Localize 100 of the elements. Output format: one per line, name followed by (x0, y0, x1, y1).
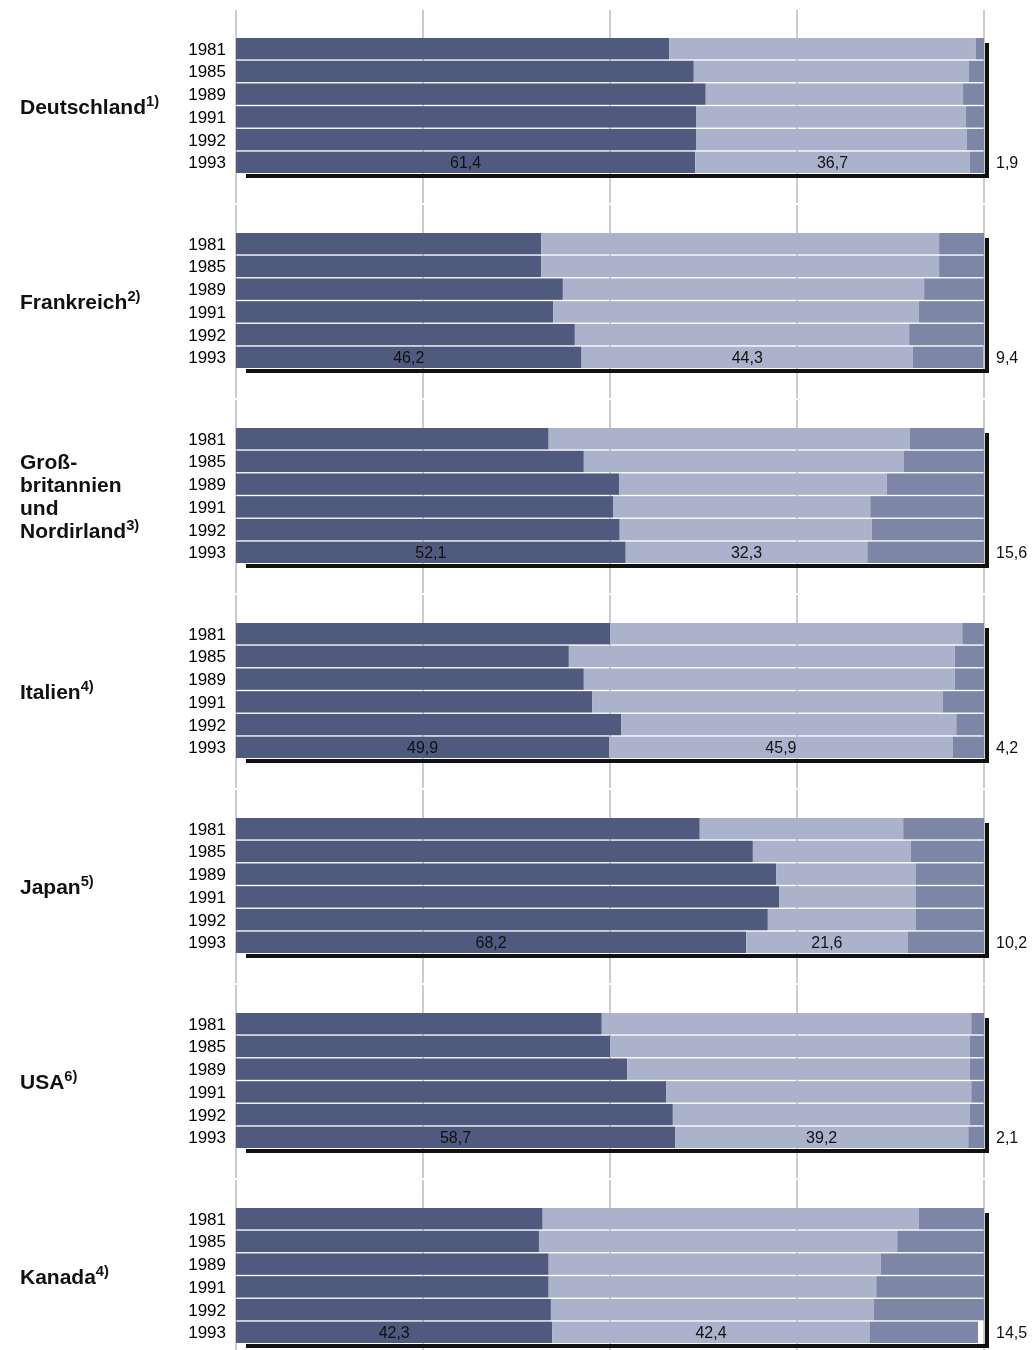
y-tick-label: 1989 (188, 670, 226, 690)
y-tick-label: 1989 (188, 1060, 226, 1080)
data-label: 42,3 (378, 1324, 410, 1342)
data-label: 52,1 (415, 544, 447, 562)
bar (542, 1208, 919, 1230)
y-tick-label: 1993 (188, 153, 226, 173)
y-tick-label: 1991 (188, 887, 226, 907)
bar (610, 623, 963, 645)
y-tick-label: 1991 (188, 692, 226, 712)
y-tick-label: 1992 (188, 520, 226, 540)
data-label: 39,2 (806, 1129, 838, 1147)
data-label: 68,2 (475, 934, 507, 952)
data-label: 32,3 (730, 544, 763, 562)
y-tick-label: 1985 (188, 842, 226, 862)
y-tick-label: 1993 (188, 348, 226, 368)
bar (939, 233, 984, 255)
y-tick-label: 1981 (188, 39, 226, 59)
bar (236, 1013, 602, 1035)
y-tick-label: 1991 (188, 302, 226, 322)
y-tick-label: 1989 (188, 280, 226, 300)
y-tick-label: 1992 (188, 1105, 226, 1125)
bar (869, 1321, 979, 1343)
y-tick-label: 1992 (188, 325, 226, 345)
data-label: 10,2 (996, 934, 1028, 952)
bar (541, 233, 940, 255)
data-label: 14,5 (996, 1324, 1028, 1342)
bar (907, 931, 984, 953)
text: Japan$^{5)}$ (20, 872, 94, 898)
text: Kanada$^{4)}$ (20, 1262, 110, 1288)
y-tick-label: 1992 (188, 130, 226, 150)
bar (746, 931, 908, 953)
bar (236, 428, 549, 450)
bar (236, 623, 610, 645)
y-tick-label: 1991 (188, 1082, 226, 1102)
bar (975, 38, 984, 60)
y-tick-label: 1981 (188, 429, 226, 449)
y-tick-label: 1985 (188, 1037, 226, 1057)
y-tick-label: 1991 (188, 107, 226, 127)
bar (236, 38, 670, 60)
y-tick-label: 1993 (188, 1128, 226, 1148)
bar (968, 1126, 984, 1148)
data-label: 2,1 (996, 1129, 1019, 1147)
y-tick-label: 1985 (188, 257, 226, 277)
data-label: 42,4 (695, 1324, 727, 1342)
bar (236, 818, 700, 840)
y-tick-label: 1991 (188, 497, 226, 517)
y-tick-label: 1993 (188, 738, 226, 758)
data-label: 49,9 (407, 739, 439, 757)
y-tick-label: 1985 (188, 1232, 226, 1252)
bar (625, 541, 868, 563)
bar (236, 233, 542, 255)
data-label: 44,3 (731, 349, 763, 367)
bar (236, 1208, 543, 1230)
y-tick-label: 1985 (188, 62, 226, 82)
y-tick-label: 1989 (188, 865, 226, 885)
data-label: 1,9 (996, 154, 1019, 172)
data-label: 61,4 (450, 154, 482, 172)
text: Deutschland$^{1)}$ (20, 92, 160, 118)
bar (912, 346, 984, 368)
bar (971, 1013, 984, 1035)
y-tick-label: 1993 (188, 933, 226, 953)
y-tick-label: 1993 (188, 543, 226, 563)
y-tick-label: 1989 (188, 1255, 226, 1275)
y-tick-label: 1992 (188, 1300, 226, 1320)
y-tick-label: 1992 (188, 910, 226, 930)
bar (669, 38, 976, 60)
y-tick-label: 1981 (188, 1209, 226, 1229)
y-tick-label: 1991 (188, 1277, 226, 1297)
data-label: 15,6 (996, 544, 1028, 562)
text: USA$^{6)}$ (20, 1067, 78, 1093)
text: Groß- britannien und Nordirland$^{3)}$ (20, 450, 140, 542)
bar (601, 1013, 972, 1035)
bar (699, 818, 904, 840)
bar (962, 623, 984, 645)
data-label: 36,7 (816, 154, 849, 172)
data-label: 45,9 (765, 739, 797, 757)
data-label: 21,6 (811, 934, 843, 952)
bar (867, 541, 984, 563)
y-tick-label: 1981 (188, 819, 226, 839)
y-tick-label: 1981 (188, 1014, 226, 1034)
bar (969, 151, 984, 173)
bar (903, 818, 984, 840)
bar (909, 428, 984, 450)
y-tick-label: 1981 (188, 234, 226, 254)
y-tick-label: 1989 (188, 85, 226, 105)
y-tick-label: 1985 (188, 452, 226, 472)
data-label: 58,7 (439, 1129, 472, 1147)
y-tick-label: 1992 (188, 715, 226, 735)
text: Frankreich$^{2)}$ (20, 287, 141, 313)
bar (918, 1208, 984, 1230)
y-tick-label: 1989 (188, 475, 226, 495)
text: Italien$^{4)}$ (20, 677, 94, 703)
y-tick-label: 1985 (188, 647, 226, 667)
bar (548, 428, 910, 450)
y-tick-label: 1993 (188, 1323, 226, 1343)
data-label: 9,4 (996, 349, 1019, 367)
data-label: 4,2 (996, 739, 1019, 757)
bar (952, 736, 984, 758)
y-tick-label: 1981 (188, 624, 226, 644)
data-label: 46,2 (393, 349, 425, 367)
